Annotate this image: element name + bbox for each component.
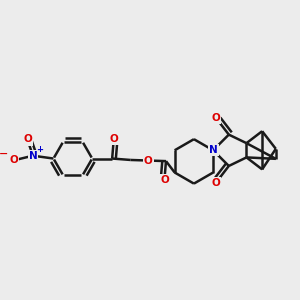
- Text: O: O: [212, 178, 220, 188]
- Text: N: N: [28, 151, 37, 161]
- Text: N: N: [209, 145, 218, 155]
- Text: +: +: [36, 145, 43, 154]
- Text: O: O: [23, 134, 32, 145]
- Text: O: O: [212, 112, 220, 122]
- Text: O: O: [144, 155, 153, 166]
- Text: O: O: [160, 176, 169, 185]
- Text: −: −: [0, 149, 8, 159]
- Text: O: O: [10, 155, 18, 165]
- Text: O: O: [109, 134, 118, 144]
